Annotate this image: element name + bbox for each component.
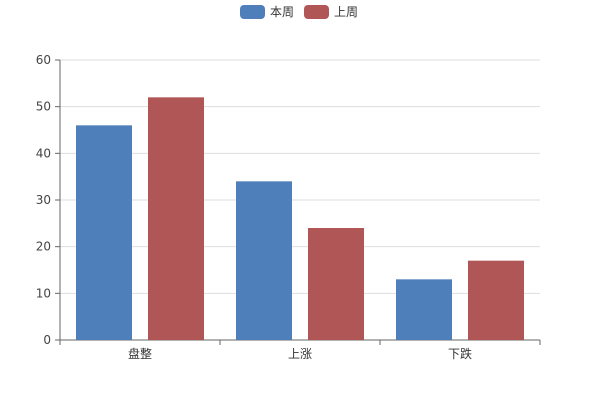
legend-label: 本周 <box>270 5 294 19</box>
y-tick-label: 20 <box>36 240 51 254</box>
x-tick-label: 下跌 <box>448 346 472 361</box>
y-axis: 0 10 20 30 40 50 60 <box>36 53 61 347</box>
bar-last-week-0[interactable] <box>148 97 204 340</box>
legend-item-last-week[interactable]: 上周 <box>304 5 358 19</box>
y-tick-label: 10 <box>36 286 51 300</box>
y-tick-label: 30 <box>36 193 51 207</box>
y-tick-label: 50 <box>36 100 51 114</box>
legend-item-this-week[interactable]: 本周 <box>240 5 294 19</box>
x-tick-label: 上涨 <box>288 346 312 361</box>
y-tick-label: 0 <box>43 333 51 347</box>
y-tick-label: 60 <box>36 53 51 67</box>
legend-label: 上周 <box>334 5 358 19</box>
bar-this-week-1[interactable] <box>236 181 292 340</box>
x-axis: 盘整 上涨 下跌 <box>59 339 541 361</box>
legend[interactable]: 本周 上周 <box>240 5 358 19</box>
x-tick-label: 盘整 <box>128 346 152 361</box>
legend-swatch <box>304 5 329 19</box>
grid-lines <box>60 59 540 294</box>
legend-swatch <box>240 5 265 19</box>
y-tick-label: 40 <box>36 146 51 160</box>
bar-last-week-2[interactable] <box>468 260 524 340</box>
bar-this-week-2[interactable] <box>396 279 452 340</box>
bars <box>76 97 524 340</box>
bar-last-week-1[interactable] <box>308 228 364 340</box>
bar-this-week-0[interactable] <box>76 125 132 340</box>
